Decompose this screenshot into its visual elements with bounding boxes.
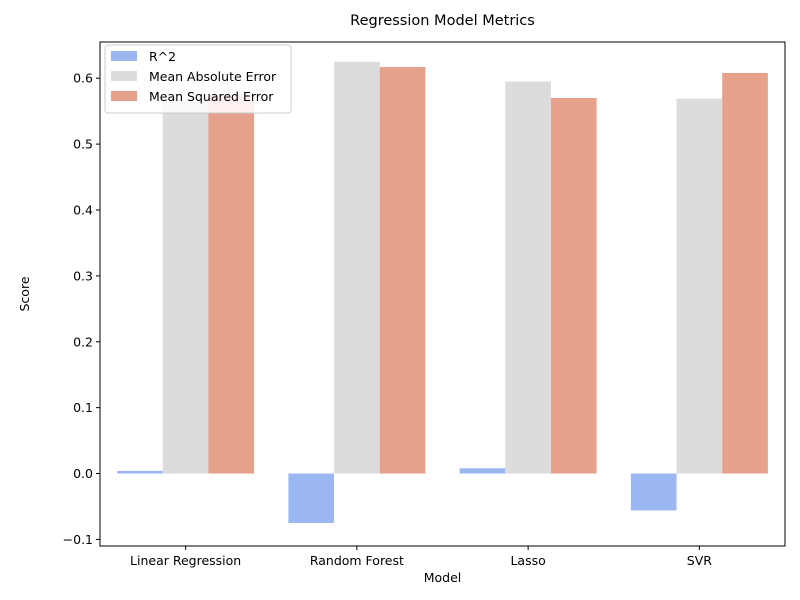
legend-frame (104, 44, 292, 114)
y-axis-label: Score (17, 276, 32, 311)
bar-mean-absolute-error-svr (676, 98, 723, 474)
y-axis: −0.1 0.0 0.1 0.2 0.3 0.4 0.5 0.6 (63, 71, 100, 547)
y-tick-label-4: 0.3 (73, 268, 93, 283)
x-axis-label: Model (424, 570, 462, 585)
legend-swatch-mean-squared-error (111, 91, 137, 101)
legend-swatch-r-2 (111, 51, 137, 61)
bar-mean-squared-error-svr (722, 72, 768, 474)
bar-mean-absolute-error-linear-regression (162, 98, 209, 474)
y-tick-label-7: 0.6 (73, 71, 93, 86)
bar-r-2-lasso (459, 468, 506, 474)
x-tick-label-random-forest: Random Forest (310, 553, 404, 568)
legend-label-mean-squared-error: Mean Squared Error (149, 89, 274, 104)
y-tick-label-0: −0.1 (63, 532, 93, 547)
plot-frame (99, 41, 786, 547)
y-tick-label-2: 0.1 (73, 400, 93, 415)
bar-mean-absolute-error-random-forest (334, 61, 380, 474)
y-tick-label-3: 0.2 (73, 334, 93, 349)
x-tick-label-linear-regression: Linear Regression (130, 553, 241, 568)
bars-layer (117, 61, 768, 523)
bar-r-2-svr (630, 473, 677, 511)
chart-title: Regression Model Metrics (350, 13, 535, 29)
legend: R^2 Mean Absolute Error Mean Squared Error (104, 44, 292, 114)
legend-swatch-mean-absolute-error (111, 71, 137, 81)
legend-label-r-2: R^2 (149, 49, 176, 64)
bar-mean-squared-error-lasso (550, 98, 597, 474)
bar-mean-squared-error-linear-regression (208, 94, 255, 474)
bar-mean-squared-error-random-forest (379, 67, 426, 474)
x-axis: Linear Regression Random Forest Lasso SVR (130, 546, 712, 568)
y-tick-label-1: 0.0 (73, 466, 93, 481)
legend-label-mean-absolute-error: Mean Absolute Error (149, 69, 277, 84)
x-tick-label-svr: SVR (687, 553, 712, 568)
bar-r-2-linear-regression (117, 470, 163, 474)
bar-r-2-random-forest (288, 473, 335, 523)
bar-mean-absolute-error-lasso (505, 81, 551, 474)
y-tick-label-5: 0.4 (73, 203, 93, 218)
y-tick-label-6: 0.5 (73, 137, 93, 152)
x-tick-label-lasso: Lasso (510, 553, 545, 568)
